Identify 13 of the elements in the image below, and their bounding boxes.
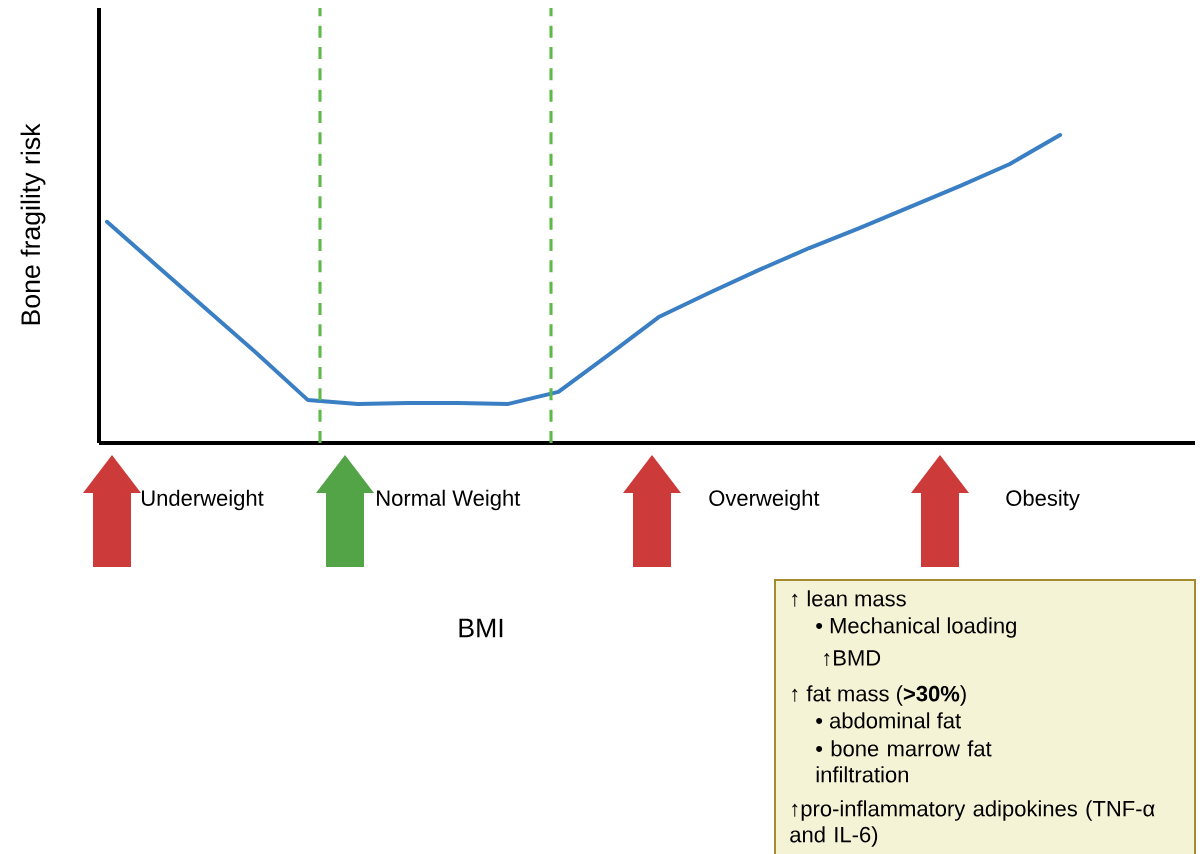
y-axis-title: Bone fragility risk [20, 123, 46, 325]
text: Underweight [141, 489, 264, 511]
text: • Mechanical loading [816, 617, 1016, 638]
text: ↑pro-inflammatory adipokines (TNF-α and IL-6) [790, 800, 1155, 847]
text: • abdominal fat [816, 712, 961, 729]
text: ↑ lean mass [792, 590, 906, 607]
text: Overweight [709, 489, 820, 511]
text: ↑BMD [824, 650, 881, 667]
text: • bone marrow fat infiltration [816, 740, 992, 783]
text: Obesity [1006, 489, 1080, 511]
text: BMI [459, 618, 503, 638]
text: ↑ fat mass (>30%) [792, 685, 966, 706]
text: Normal Weight [377, 489, 521, 511]
